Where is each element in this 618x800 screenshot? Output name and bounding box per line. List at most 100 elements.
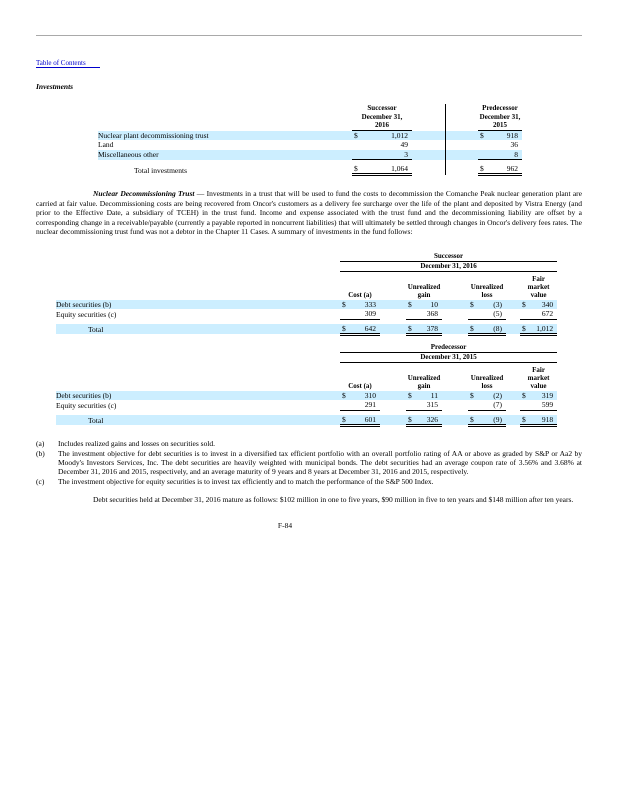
debt-maturity-paragraph: Debt securities held at December 31, 201… (93, 494, 574, 504)
row-label: Equity securities (c) (56, 400, 117, 410)
value-cell: 3 (366, 149, 412, 160)
column-header-cost: Cost (a) (348, 382, 372, 391)
dollar-sign: $ (406, 414, 420, 427)
footnote-marker: (a) (36, 438, 45, 448)
value-cell: 291 (354, 400, 380, 411)
value-cell: (2) (482, 390, 506, 401)
dollar-sign: $ (468, 390, 482, 401)
value-cell: 333 (354, 299, 380, 310)
row-label: Debt securities (b) (56, 299, 340, 310)
value-cell: 8 (492, 149, 522, 160)
footnote-text: Includes realized gains and losses on se… (58, 438, 216, 448)
value-cell: 1,012 (534, 323, 558, 336)
value-cell: 1,064 (366, 164, 412, 177)
paragraph-body: — Investments in a trust that will be us… (36, 189, 582, 237)
value-cell: (5) (482, 309, 506, 320)
page-top-divider (36, 35, 582, 36)
value-cell: 11 (420, 390, 442, 401)
table-row: Debt securities (b) $ 333 $ 10 $ (3) $ 3… (56, 299, 558, 310)
column-header-unrealized-gain: Unrealized gain (407, 373, 441, 391)
total-row: Total $ 642 $ 378 $ (8) $ 1,012 (56, 323, 558, 336)
footnote-a: (a) Includes realized gains and losses o… (36, 439, 582, 448)
value-cell: 672 (534, 309, 558, 320)
fund-table-predecessor: Predecessor December 31, 2015 Cost (a) U… (56, 343, 558, 427)
value-cell: (8) (482, 323, 506, 336)
value-cell: 36 (510, 140, 519, 150)
column-header-predecessor: Predecessor December 31, 2015 (478, 104, 522, 131)
dollar-sign: $ (406, 323, 420, 336)
value-cell: (3) (482, 299, 506, 310)
total-row: Total investments $ 1,064 $ 962 (98, 164, 522, 177)
column-header-fair-market-value: Fair market value (527, 365, 550, 391)
page-number: F-84 (277, 521, 293, 531)
dollar-sign: $ (340, 414, 354, 427)
row-label: Land (98, 140, 114, 150)
date-header: December 31, 2016 (340, 262, 558, 272)
column-header-unrealized-loss: Unrealized loss (470, 373, 504, 391)
footnote-c: (c) The investment objective for equity … (36, 477, 582, 486)
dollar-sign: $ (352, 130, 366, 141)
value-cell: 319 (534, 390, 558, 401)
column-header-fair-market-value: Fair market value (527, 274, 550, 300)
row-label: Debt securities (b) (56, 390, 340, 401)
table-header-row: Successor December 31, 2016 Predecessor … (98, 104, 522, 131)
nuclear-trust-paragraph: Nuclear Decommissioning Trust — Investme… (36, 189, 582, 237)
value-cell: 340 (534, 299, 558, 310)
row-label: Total (56, 414, 340, 426)
column-header-unrealized-loss: Unrealized loss (470, 282, 504, 300)
dollar-sign: $ (406, 299, 420, 310)
footnote-b: (b) The investment objective for debt se… (36, 449, 582, 476)
column-headers-row: Cost (a) Unrealized gain Unrealized loss… (56, 272, 557, 300)
value-cell: 918 (534, 414, 558, 427)
row-label: Equity securities (c) (56, 309, 117, 319)
column-header-cost: Cost (a) (348, 291, 372, 300)
column-headers-row: Cost (a) Unrealized gain Unrealized loss… (56, 363, 557, 391)
row-label: Miscellaneous other (98, 149, 352, 160)
value-cell: 309 (354, 309, 380, 320)
dollar-sign: $ (340, 299, 354, 310)
dollar-sign: $ (340, 390, 354, 401)
dollar-sign: $ (468, 414, 482, 427)
table-row: Nuclear plant decommissioning trust $ 1,… (98, 130, 522, 141)
page-content: Table of Contents Investments Successor … (36, 59, 582, 531)
value-cell: 326 (420, 414, 442, 427)
value-cell: 918 (492, 130, 522, 141)
dollar-sign: $ (468, 323, 482, 336)
dollar-sign: $ (340, 323, 354, 336)
section-title: Investments (36, 82, 74, 91)
value-cell: 315 (420, 400, 442, 411)
value-cell: 49 (400, 140, 409, 150)
value-cell: (7) (482, 400, 506, 411)
dollar-sign: $ (352, 164, 366, 177)
value-cell: 1,012 (366, 130, 412, 141)
date-header: December 31, 2015 (340, 353, 558, 363)
value-cell: (9) (482, 414, 506, 427)
column-divider (412, 104, 446, 131)
value-cell: 642 (354, 323, 380, 336)
table-row: Equity securities (c) 309 368 (5) 672 (56, 309, 558, 320)
paragraph-lead: Nuclear Decommissioning Trust (93, 189, 195, 199)
value-cell: 10 (420, 299, 442, 310)
total-row: Total $ 601 $ 326 $ (9) $ 918 (56, 414, 558, 427)
footnotes: (a) Includes realized gains and losses o… (36, 439, 582, 486)
period-header: Successor (340, 252, 558, 262)
footnote-text: The investment objective for equity secu… (58, 476, 434, 486)
footnote-text: The investment objective for debt securi… (58, 448, 582, 476)
table-row: Land 49 36 (98, 140, 522, 150)
row-label: Total investments (134, 165, 188, 175)
dollar-sign: $ (478, 164, 492, 177)
column-header-successor: Successor December 31, 2016 (352, 104, 412, 131)
table-of-contents-link[interactable]: Table of Contents (36, 59, 100, 68)
table-row: Debt securities (b) $ 310 $ 11 $ (2) $ 3… (56, 390, 558, 401)
value-cell: 599 (534, 400, 558, 411)
dollar-sign: $ (520, 323, 534, 336)
dollar-sign: $ (478, 130, 492, 141)
value-cell: 368 (420, 309, 442, 320)
dollar-sign: $ (520, 390, 534, 401)
fund-table-successor: Successor December 31, 2016 Cost (a) Unr… (56, 252, 558, 336)
row-label: Nuclear plant decommissioning trust (98, 130, 352, 141)
table-row: Equity securities (c) 291 315 (7) 599 (56, 400, 558, 411)
footnote-marker: (c) (36, 476, 45, 486)
dollar-sign: $ (520, 414, 534, 427)
